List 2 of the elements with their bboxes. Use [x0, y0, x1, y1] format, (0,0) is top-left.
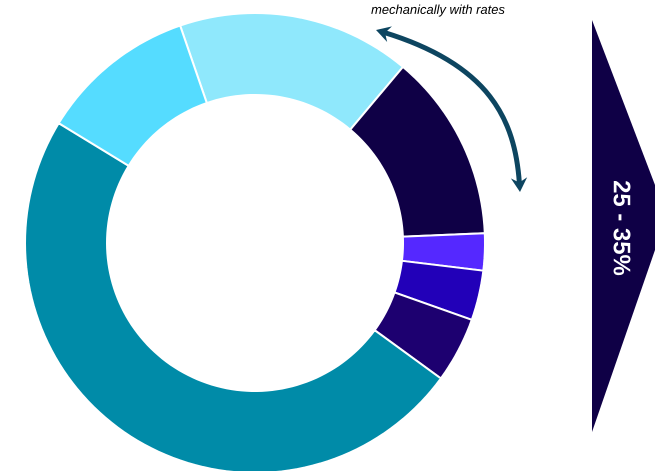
- text: 25 - 35%: [614, 180, 630, 276]
- text: mechanically with rates: [371, 4, 505, 17]
